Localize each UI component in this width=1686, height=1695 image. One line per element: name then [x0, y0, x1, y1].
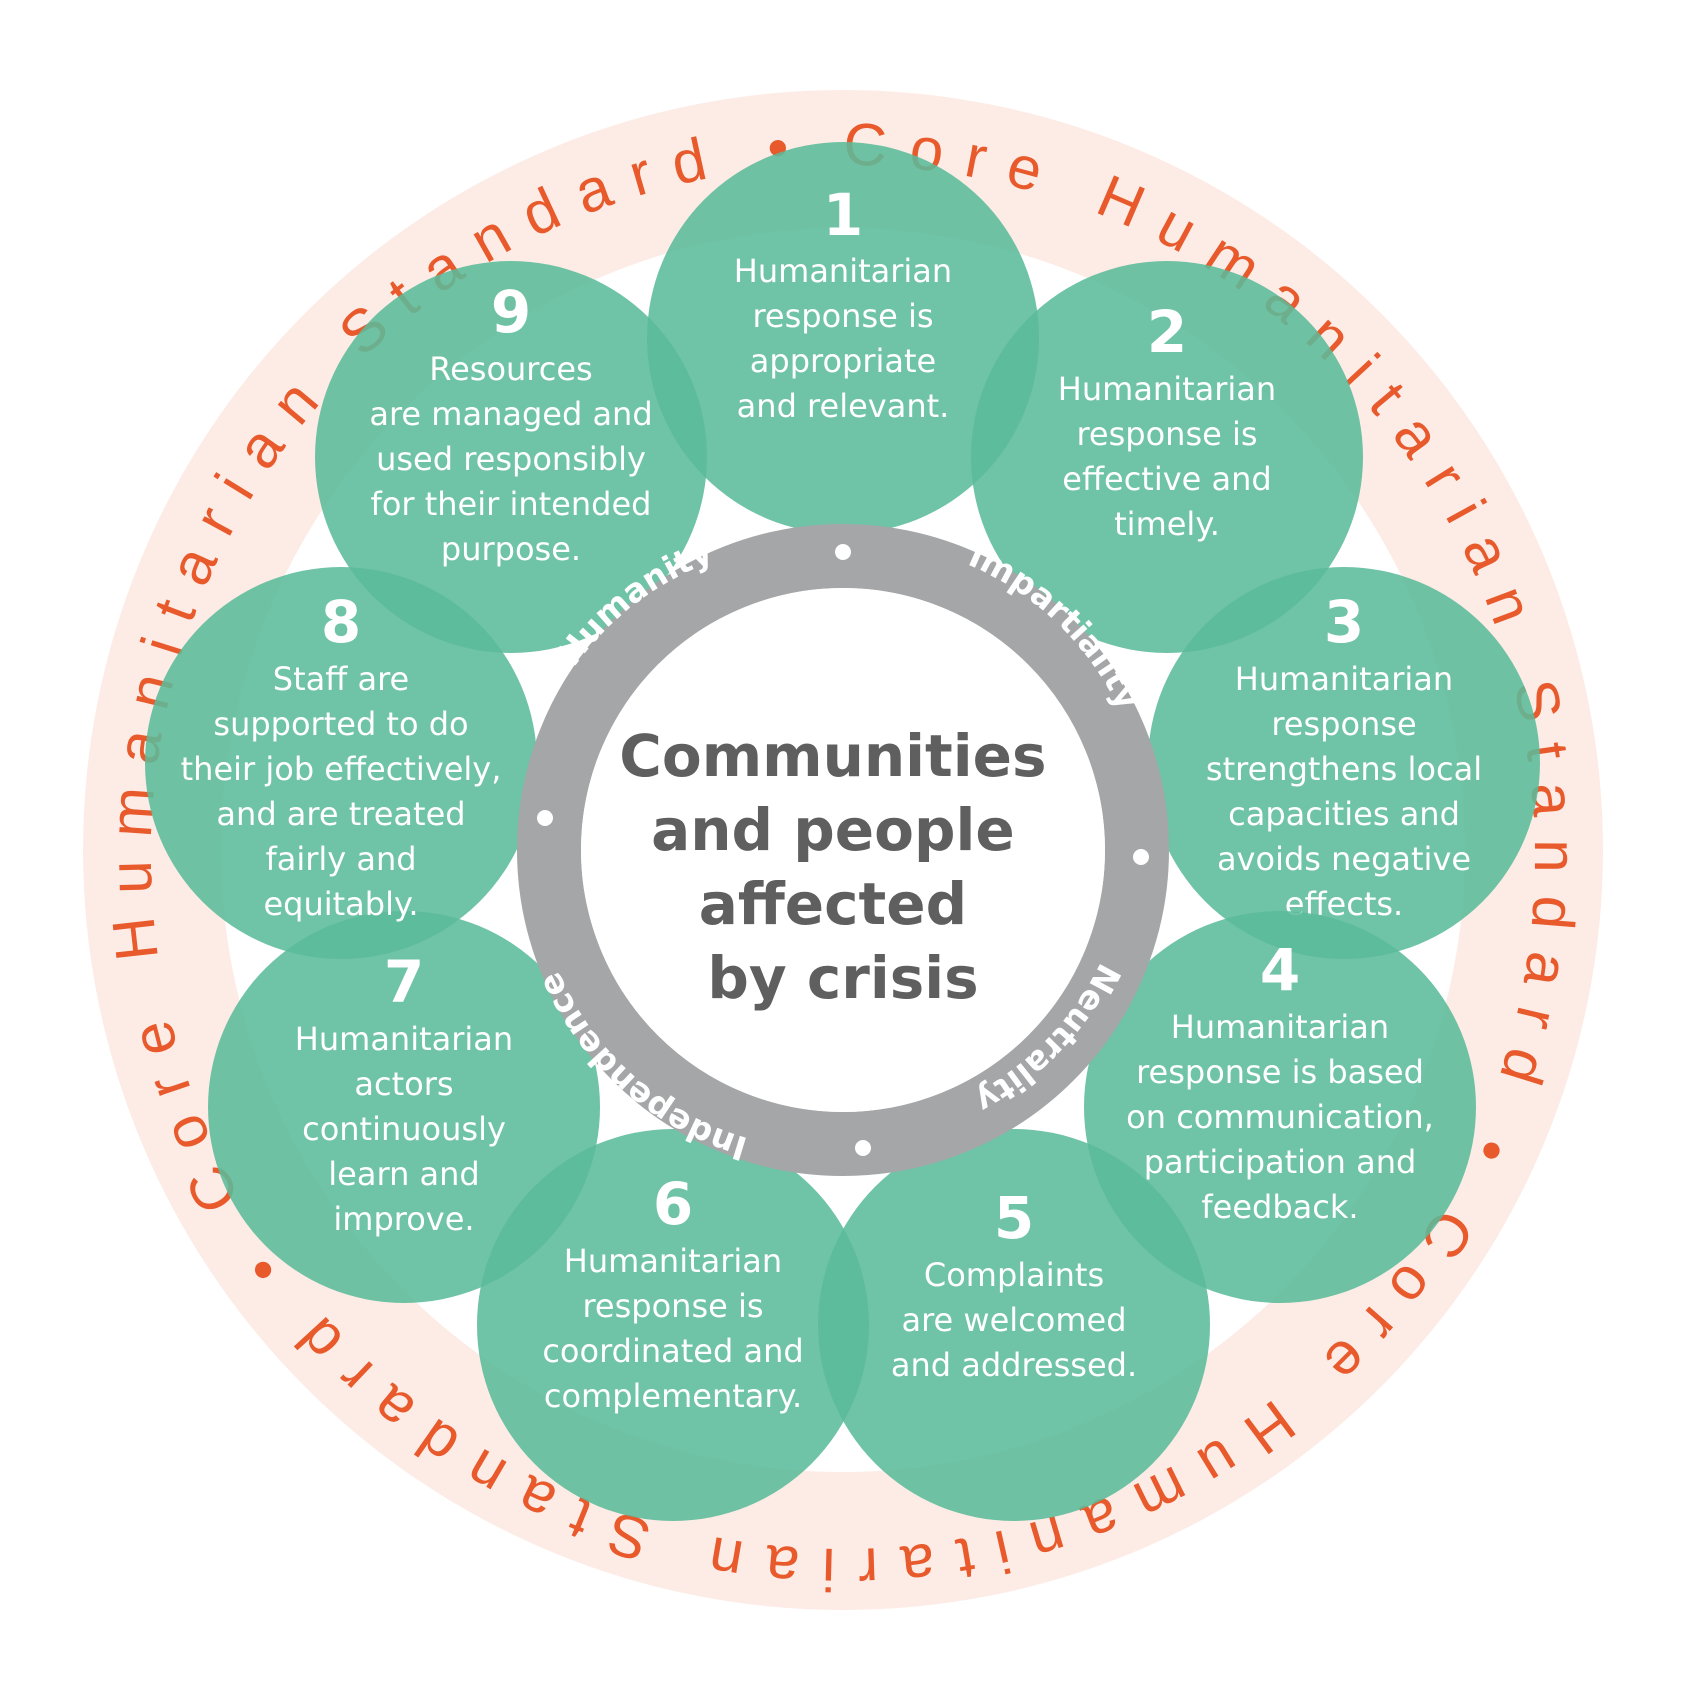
commitment-description-line: appropriate [750, 342, 936, 380]
commitment-description-line: improve. [333, 1200, 474, 1238]
principle-separator-dot [835, 544, 851, 560]
commitment-3: 3 Humanitarian response strengthens local ca… [1148, 567, 1540, 959]
commitment-description-line: coordinated and [542, 1332, 803, 1370]
commitment-description-line: feedback. [1201, 1188, 1358, 1226]
commitment-description-line: Humanitarian [734, 252, 952, 290]
center-circle [581, 588, 1105, 1112]
commitment-circle [971, 261, 1363, 653]
commitment-description-line: capacities and [1228, 795, 1460, 833]
commitment-description-line: Staff are [273, 660, 409, 698]
commitment-description-line: response is based [1136, 1053, 1424, 1091]
commitment-9: 9 Resources are managed and used responsibl… [315, 261, 707, 653]
commitment-description-line: avoids negative [1217, 840, 1471, 878]
commitment-description-line: equitably. [263, 885, 418, 923]
commitment-circle [315, 261, 707, 653]
commitment-description-line: are managed and [369, 395, 652, 433]
center-title-line: and people [651, 796, 1015, 864]
commitment-description-line: continuously [302, 1110, 506, 1148]
commitment-number: 9 [491, 278, 531, 346]
commitment-description-line: for their intended [371, 485, 652, 523]
commitment-7: 7 Humanitarian actors continuously learn and… [208, 911, 600, 1303]
commitment-description-line: response [1271, 705, 1416, 743]
commitment-description-line: used responsibly [376, 440, 646, 478]
commitment-number: 4 [1260, 936, 1300, 1004]
commitment-description-line: their job effectively, [181, 750, 502, 788]
center-title-line: affected [699, 870, 967, 938]
commitment-8: 8 Staff are supported to do their job effec… [145, 567, 537, 959]
commitment-description-line: and addressed. [891, 1346, 1137, 1384]
commitment-description-line: actors [354, 1065, 453, 1103]
principle-separator-dot [855, 1140, 871, 1156]
commitment-description-line: Humanitarian [1171, 1008, 1389, 1046]
center-title-line: Communities [619, 722, 1046, 790]
commitment-description-line: and are treated [216, 795, 465, 833]
commitment-description: Humanitarian response is effective and time… [1058, 370, 1276, 543]
commitment-description: Complaints are welcomed and addressed. [891, 1256, 1137, 1384]
commitment-description: Humanitarian response is appropriate and re… [734, 252, 952, 425]
commitment-description-line: response is [1076, 415, 1257, 453]
commitment-circle [477, 1129, 869, 1521]
commitment-4: 4 Humanitarian response is based on communi… [1084, 911, 1476, 1303]
commitment-circle [1148, 567, 1540, 959]
commitment-description-line: Humanitarian [1058, 370, 1276, 408]
commitment-description-line: on communication, [1126, 1098, 1434, 1136]
commitment-6: 6 Humanitarian response is coordinated and c… [477, 1129, 869, 1521]
commitment-description-line: are welcomed [901, 1301, 1126, 1339]
commitment-description-line: Humanitarian [564, 1242, 782, 1280]
commitment-number: 8 [321, 588, 361, 656]
commitment-description: Humanitarian response is based on communic… [1126, 1008, 1434, 1226]
commitment-circle [647, 142, 1039, 534]
commitment-description-line: strengthens local [1206, 750, 1482, 788]
commitment-description-line: response is [752, 297, 933, 335]
commitment-description-line: learn and [328, 1155, 479, 1193]
commitment-circle [145, 567, 537, 959]
commitment-number: 3 [1324, 588, 1364, 656]
commitment-circle [818, 1129, 1210, 1521]
commitment-description-line: effective and [1062, 460, 1271, 498]
commitment-2: 2 Humanitarian response is effective and tim… [971, 261, 1363, 653]
commitment-description-line: response is [582, 1287, 763, 1325]
commitment-description: Staff are supported to do their job effect… [181, 660, 502, 923]
commitment-number: 1 [823, 181, 863, 249]
commitment-number: 6 [653, 1170, 693, 1238]
commitment-description: Resources are managed and used responsibly… [369, 350, 652, 568]
commitment-description-line: Humanitarian [1235, 660, 1453, 698]
commitment-description-line: Complaints [924, 1256, 1104, 1294]
commitment-description-line: supported to do [213, 705, 468, 743]
commitment-description-line: Resources [429, 350, 592, 388]
commitment-number: 2 [1147, 298, 1187, 366]
center-title-line: by crisis [707, 944, 978, 1012]
principle-separator-dot [537, 810, 553, 826]
center-title: Communities and people affected by crisi… [619, 722, 1066, 1012]
commitment-description-line: and relevant. [737, 387, 950, 425]
principle-separator-dot [1133, 849, 1149, 865]
commitment-description-line: participation and [1144, 1143, 1417, 1181]
commitment-circle [208, 911, 600, 1303]
commitment-number: 5 [994, 1184, 1034, 1252]
commitment-description-line: complementary. [544, 1377, 802, 1415]
commitment-circle [1084, 911, 1476, 1303]
commitment-description-line: Humanitarian [295, 1020, 513, 1058]
commitment-description: Humanitarian actors continuously learn and i… [295, 1020, 513, 1238]
commitment-description-line: purpose. [441, 530, 581, 568]
commitment-number: 7 [384, 948, 424, 1016]
commitment-description: Humanitarian response is coordinated and co… [542, 1242, 803, 1415]
commitment-5: 5 Complaints are welcomed and addressed. [818, 1129, 1210, 1521]
commitment-description-line: timely. [1114, 505, 1220, 543]
commitment-description-line: fairly and [265, 840, 416, 878]
